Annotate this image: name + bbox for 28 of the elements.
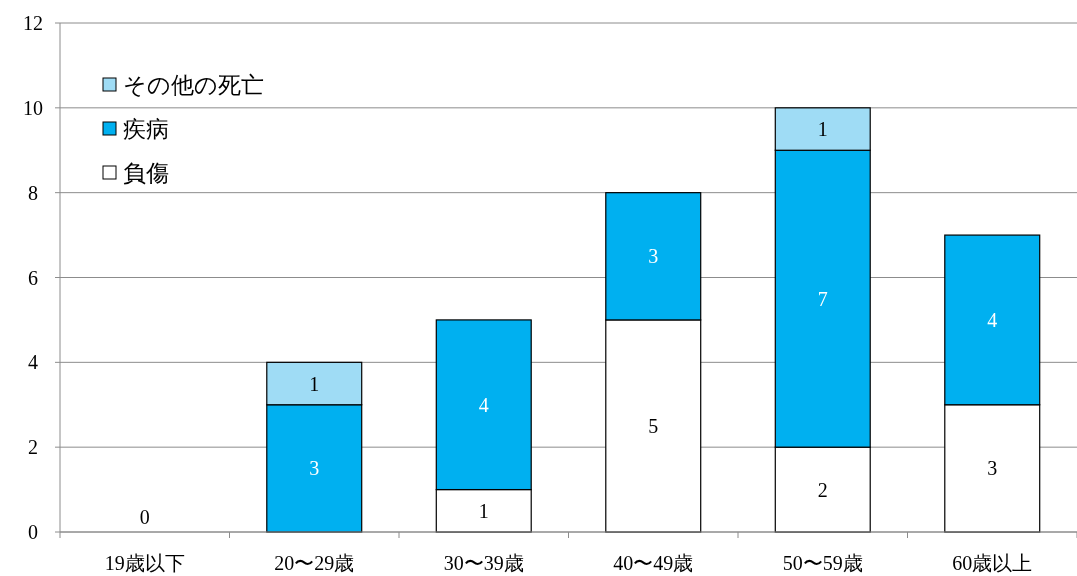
data-label: 3	[309, 457, 320, 480]
legend-label: 疾病	[123, 117, 169, 142]
data-label: 3	[987, 457, 998, 480]
x-tick-label: 19歳以下	[104, 552, 185, 574]
data-label: 1	[478, 499, 489, 522]
data-label: 7	[817, 287, 828, 310]
y-tick-label: 12	[23, 12, 43, 34]
y-tick-label: 4	[28, 351, 38, 374]
data-label: 5	[648, 414, 659, 437]
data-label: 0	[139, 506, 150, 528]
data-label: 4	[478, 393, 489, 416]
x-tick-label: 60歳以上	[952, 552, 1033, 574]
y-tick-label: 10	[23, 96, 43, 119]
data-label: 4	[987, 308, 998, 331]
data-label: 3	[648, 245, 659, 268]
legend-label: その他の死亡	[123, 73, 264, 98]
data-label: 1	[817, 118, 828, 141]
x-tick-label: 50〜59歳	[782, 552, 863, 574]
data-label: 1	[309, 372, 320, 395]
x-tick-label: 30〜39歳	[443, 552, 524, 574]
data-label: 2	[817, 478, 828, 501]
y-tick-label: 6	[28, 266, 38, 289]
x-tick-label: 40〜49歳	[613, 552, 694, 574]
y-tick-label: 8	[28, 181, 38, 204]
legend-label: 負傷	[123, 161, 169, 186]
y-tick-label: 0	[28, 521, 38, 543]
y-tick-label: 2	[28, 436, 38, 459]
x-tick-label: 20〜29歳	[274, 552, 355, 574]
